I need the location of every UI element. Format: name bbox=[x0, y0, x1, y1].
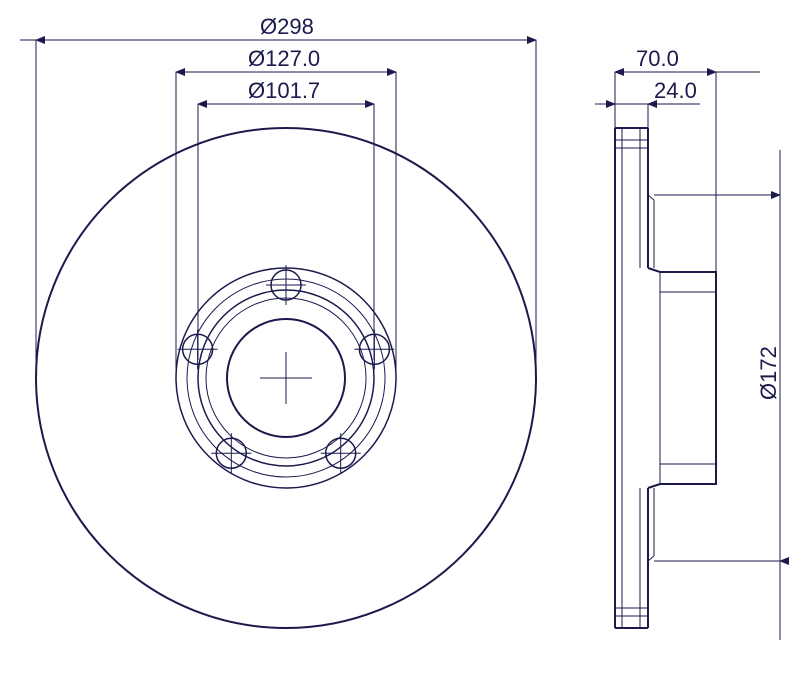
dim-w24: 24.0 bbox=[595, 78, 700, 128]
dim-w24-label: 24.0 bbox=[654, 78, 697, 103]
side-view bbox=[615, 128, 716, 628]
dim-w70-label: 70.0 bbox=[636, 46, 679, 71]
dim-d172-label: Ø172 bbox=[756, 346, 781, 400]
front-view bbox=[36, 128, 536, 628]
dim-d172: Ø172 bbox=[654, 150, 781, 640]
dim-d1017: Ø101.7 bbox=[198, 78, 374, 360]
dim-d127-label: Ø127.0 bbox=[248, 46, 320, 71]
dimensions: Ø298 Ø127.0 Ø101.7 70.0 bbox=[20, 14, 781, 640]
dim-d298-label: Ø298 bbox=[260, 14, 314, 39]
drawing-canvas: Ø298 Ø127.0 Ø101.7 70.0 bbox=[0, 0, 800, 677]
dim-d1017-label: Ø101.7 bbox=[248, 78, 320, 103]
